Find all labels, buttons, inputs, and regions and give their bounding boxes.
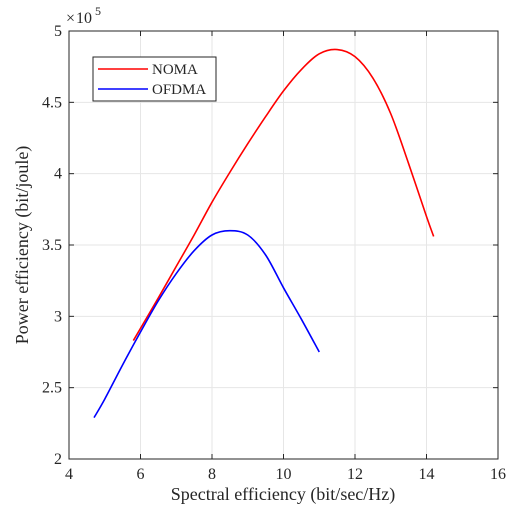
- x-axis-label: Spectral efficiency (bit/sec/Hz): [171, 484, 396, 505]
- y-multiplier-base: 10: [76, 10, 92, 27]
- tick-labels: 4 6 8 10 12 14 16 2 2.5 3 3.5 4 4.5 5: [42, 23, 506, 483]
- y-tick-label: 2: [54, 451, 62, 468]
- y-tick-label: 5: [54, 23, 62, 40]
- y-tick-label: 3: [54, 308, 62, 325]
- x-tick-label: 4: [65, 466, 73, 483]
- legend-label-ofdma: OFDMA: [152, 82, 206, 98]
- axis-ticks: [68, 30, 499, 460]
- legend: NOMA OFDMA: [92, 56, 217, 102]
- y-tick-label: 4.5: [42, 94, 62, 111]
- x-tick-label: 6: [137, 466, 145, 483]
- y-tick-label: 3.5: [42, 237, 62, 254]
- y-multiplier-exponent: 5: [95, 4, 101, 18]
- y-tick-label: 2.5: [42, 380, 62, 397]
- x-tick-label: 16: [490, 466, 506, 483]
- series-line-noma: [132, 48, 435, 341]
- x-tick-label: 12: [347, 466, 363, 483]
- y-tick-label: 4: [54, 166, 62, 183]
- x-tick-label: 8: [208, 466, 216, 483]
- legend-box: [92, 56, 217, 102]
- y-multiplier: × 10 5: [66, 4, 101, 27]
- x-tick-label: 14: [419, 466, 435, 483]
- y-axis-label: Power efficiency (bit/joule): [12, 146, 33, 345]
- legend-label-noma: NOMA: [152, 62, 198, 78]
- series-layer: [93, 48, 435, 419]
- x-tick-label: 10: [276, 466, 292, 483]
- y-multiplier-times: ×: [66, 10, 75, 27]
- series-line-ofdma: [93, 229, 320, 419]
